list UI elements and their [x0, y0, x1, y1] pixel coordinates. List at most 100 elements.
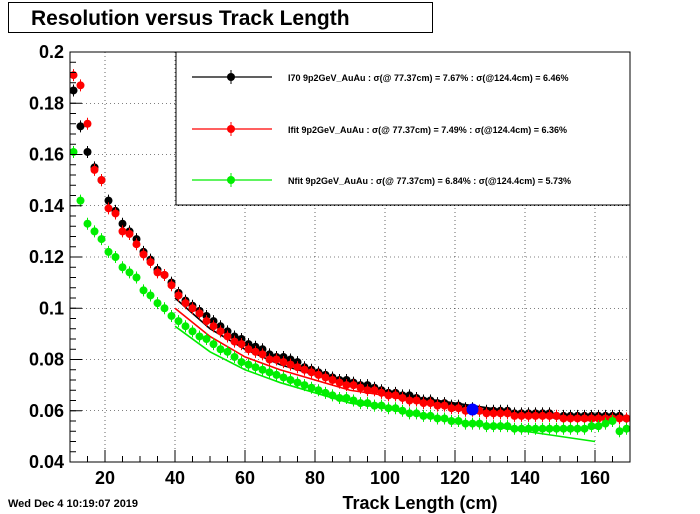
data-point [517, 411, 526, 420]
data-point [573, 414, 582, 423]
data-point [76, 81, 85, 90]
y-tick-label: 0.04 [29, 452, 64, 472]
data-point [363, 399, 372, 408]
data-point [587, 422, 596, 431]
data-point [356, 399, 365, 408]
y-tick-label: 0.14 [29, 196, 64, 216]
data-point [69, 71, 78, 80]
data-point [272, 355, 281, 364]
data-point [118, 263, 127, 272]
data-point [461, 419, 470, 428]
data-point [104, 204, 113, 213]
data-point [237, 340, 246, 349]
data-point [139, 250, 148, 259]
data-point [293, 378, 302, 387]
data-point [160, 304, 169, 313]
data-point [132, 240, 141, 249]
y-tick-label: 0.08 [29, 350, 64, 370]
data-point [370, 401, 379, 410]
chart-title-box: Resolution versus Track Length [8, 2, 433, 33]
data-point [503, 409, 512, 418]
data-point [510, 424, 519, 433]
data-point [307, 368, 316, 377]
data-point [90, 165, 99, 174]
data-point [188, 304, 197, 313]
data-points [69, 69, 631, 438]
data-point [111, 209, 120, 218]
data-point [524, 411, 533, 420]
y-tick-label: 0.18 [29, 93, 64, 113]
data-point [531, 424, 540, 433]
data-point [412, 396, 421, 405]
legend-entry: Nfit 9p2GeV_AuAu : σ(@ 77.37cm) = 6.84% … [288, 176, 571, 186]
legend-entry: Ifit 9p2GeV_AuAu : σ(@ 77.37cm) = 7.49% … [288, 125, 567, 135]
x-tick-label: 100 [370, 468, 400, 488]
data-point [622, 414, 631, 423]
data-point [517, 424, 526, 433]
data-point [293, 363, 302, 372]
legend-marker [227, 176, 235, 184]
data-point [251, 363, 260, 372]
x-tick-label: 140 [510, 468, 540, 488]
fit-curves [174, 297, 596, 443]
highlight-point [466, 403, 479, 416]
x-tick-label: 120 [440, 468, 470, 488]
data-point [321, 388, 330, 397]
data-point [118, 227, 127, 236]
data-point [167, 311, 176, 320]
data-point [489, 409, 498, 418]
data-point [97, 235, 106, 244]
data-point [580, 414, 589, 423]
data-point [349, 396, 358, 405]
data-point [524, 424, 533, 433]
data-point [608, 417, 617, 425]
x-tick-label: 160 [580, 468, 610, 488]
data-point [622, 424, 631, 433]
data-point [482, 409, 491, 418]
data-point [314, 370, 323, 379]
timestamp: Wed Dec 4 10:19:07 2019 [8, 498, 139, 510]
data-point [426, 411, 435, 420]
data-point [279, 373, 288, 382]
data-point [153, 299, 162, 308]
data-point [76, 122, 85, 131]
data-point [188, 327, 197, 336]
x-tick-label: 20 [95, 468, 115, 488]
data-point [167, 281, 176, 290]
data-point [202, 317, 211, 326]
data-point [104, 247, 113, 256]
data-point [538, 411, 547, 420]
x-tick-label: 60 [235, 468, 255, 488]
data-point [237, 358, 246, 367]
data-point [195, 309, 204, 318]
data-point [377, 401, 386, 410]
data-point [377, 388, 386, 397]
data-point [181, 322, 190, 331]
data-point [146, 258, 155, 267]
data-point [496, 422, 505, 431]
data-point [419, 411, 428, 420]
data-point [69, 147, 78, 156]
data-point [76, 196, 85, 205]
data-point [454, 417, 463, 425]
data-point [566, 424, 575, 433]
data-point [286, 376, 295, 384]
data-point [279, 358, 288, 367]
data-point [594, 414, 603, 423]
data-point [181, 299, 190, 308]
data-point [118, 219, 127, 228]
data-point [111, 253, 120, 261]
data-point [482, 422, 491, 431]
data-point [503, 422, 512, 431]
data-point [447, 404, 456, 413]
data-point [139, 286, 148, 295]
data-point [265, 355, 274, 364]
data-point [258, 350, 267, 359]
data-point [615, 427, 624, 436]
data-point [258, 365, 267, 374]
data-point [566, 414, 575, 423]
data-point [244, 360, 253, 369]
data-point [426, 399, 435, 408]
data-point [370, 386, 379, 395]
